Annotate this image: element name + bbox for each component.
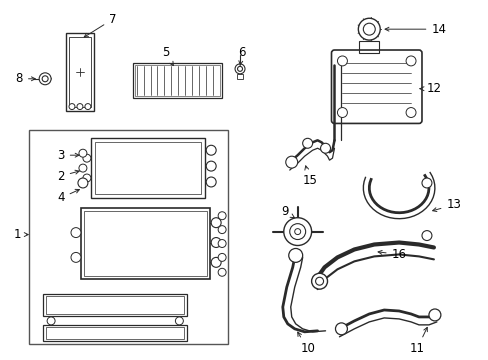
Circle shape <box>206 161 216 171</box>
Circle shape <box>218 212 225 220</box>
Text: 6: 6 <box>238 46 245 65</box>
Bar <box>95 142 201 194</box>
Bar <box>132 63 222 98</box>
Circle shape <box>421 231 431 240</box>
Text: 15: 15 <box>302 166 316 186</box>
Circle shape <box>83 154 91 162</box>
Circle shape <box>83 174 91 182</box>
Circle shape <box>47 317 55 325</box>
Circle shape <box>85 104 91 109</box>
FancyBboxPatch shape <box>331 50 421 123</box>
Circle shape <box>288 248 302 262</box>
Circle shape <box>337 56 346 66</box>
Circle shape <box>337 108 346 117</box>
Circle shape <box>235 64 244 74</box>
Text: 10: 10 <box>297 332 314 355</box>
Circle shape <box>206 177 216 187</box>
Text: 11: 11 <box>408 327 427 355</box>
Circle shape <box>206 145 216 155</box>
Text: 3: 3 <box>57 149 79 162</box>
Circle shape <box>218 226 225 234</box>
Circle shape <box>39 73 51 85</box>
Text: 2: 2 <box>57 170 79 183</box>
Circle shape <box>218 239 225 247</box>
Text: 8: 8 <box>16 72 35 85</box>
Bar <box>81 208 210 279</box>
Circle shape <box>358 18 380 40</box>
Circle shape <box>405 56 415 66</box>
Circle shape <box>69 104 75 109</box>
Circle shape <box>175 317 183 325</box>
Circle shape <box>211 257 221 267</box>
Circle shape <box>428 309 440 321</box>
Text: 1: 1 <box>14 228 28 241</box>
Circle shape <box>363 23 374 35</box>
Circle shape <box>311 273 327 289</box>
Circle shape <box>71 252 81 262</box>
Circle shape <box>211 218 221 228</box>
Bar <box>43 294 187 316</box>
Circle shape <box>79 149 87 157</box>
Circle shape <box>42 76 48 82</box>
Circle shape <box>218 268 225 276</box>
Bar <box>91 138 205 198</box>
Bar <box>46 327 184 339</box>
Circle shape <box>79 164 87 172</box>
Circle shape <box>405 108 415 117</box>
Bar <box>69 37 91 107</box>
Circle shape <box>289 224 305 239</box>
Bar <box>66 33 94 111</box>
Bar <box>84 211 207 276</box>
Circle shape <box>78 178 88 188</box>
Circle shape <box>315 277 323 285</box>
Bar <box>29 130 227 344</box>
Circle shape <box>421 178 431 188</box>
Bar <box>134 65 220 96</box>
Bar <box>359 41 379 53</box>
Text: 14: 14 <box>384 23 446 36</box>
Bar <box>43 325 187 341</box>
Text: 5: 5 <box>162 46 173 66</box>
Circle shape <box>294 229 300 235</box>
Text: 7: 7 <box>84 13 116 37</box>
Circle shape <box>320 143 330 153</box>
Circle shape <box>77 104 83 109</box>
Text: 9: 9 <box>281 205 294 218</box>
Circle shape <box>335 323 346 335</box>
Bar <box>237 74 243 79</box>
Circle shape <box>237 66 242 71</box>
Text: 12: 12 <box>419 82 441 95</box>
Circle shape <box>218 253 225 261</box>
Circle shape <box>211 238 221 247</box>
Circle shape <box>285 156 297 168</box>
Text: 13: 13 <box>432 198 460 212</box>
Text: 16: 16 <box>377 248 406 261</box>
Circle shape <box>71 228 81 238</box>
Circle shape <box>283 218 311 246</box>
Bar <box>46 296 184 314</box>
Text: 4: 4 <box>57 189 79 204</box>
Circle shape <box>302 138 312 148</box>
